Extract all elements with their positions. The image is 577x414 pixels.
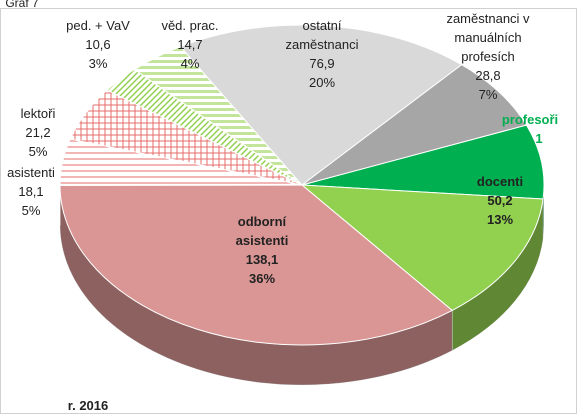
slice [301,64,528,186]
percent-label: 5% [21,203,41,218]
chart-title: Graf 7 [5,0,39,10]
percent-label: 5% [28,144,48,159]
slice-label: ostatní zaměstnanci 76,9 20% [275,16,370,92]
category-label: věd. prac. [161,18,219,33]
category-label: lektoři [20,106,56,121]
category-label: ped. + VaV [66,18,130,33]
value-label: 14,7 [177,37,203,52]
percent-label: 20% [308,75,336,90]
category-label: odborní asistenti [235,214,289,248]
slice-side-shade [452,199,544,351]
slice-label: profesoři 29,1 7% [495,110,565,167]
pie [59,24,545,386]
slice-label: věd. prac. 14,7 4% [150,16,230,73]
slice [300,184,544,312]
percent-label: 3% [88,56,108,71]
percent-label: 4% [180,56,200,71]
slice [179,24,463,186]
value-label: 50,2 [487,193,513,208]
value-label: 138,1 [245,252,279,267]
category-label: docenti [476,174,524,189]
category-label: ostatní zaměstnanci [285,18,359,52]
category-label: asistenti [7,165,55,180]
value-label: 18,1 [18,184,44,199]
slice-label: docenti 50,2 13% [465,172,535,229]
slice-label: lektoři 21,2 5% [8,104,68,161]
slice-label: zaměstnanci v manuálních profesích 28,8 7% [428,9,548,104]
value-label: 29,1 [517,131,543,146]
value-label: 28,8 [475,68,501,83]
annotation: r. 2016 [67,398,109,413]
value-label: 10,6 [85,37,111,52]
category-label: profesoři [501,112,559,127]
percent-label: 36% [248,271,276,286]
slice [59,184,454,346]
slice-side-shade [60,185,453,385]
percent-label: 13% [486,212,514,227]
value-label: 76,9 [309,56,335,71]
slice [301,124,545,200]
slice-label: odborní asistenti 138,1 36% [222,212,302,288]
slice-label: ped. + VaV 10,6 3% [58,16,138,73]
value-label: 21,2 [25,125,51,140]
percent-label: 7% [520,150,540,165]
percent-label: 7% [478,87,498,102]
slice-label: asistenti 18,1 5% [1,163,61,220]
category-label: zaměstnanci v manuálních profesích [446,11,530,64]
